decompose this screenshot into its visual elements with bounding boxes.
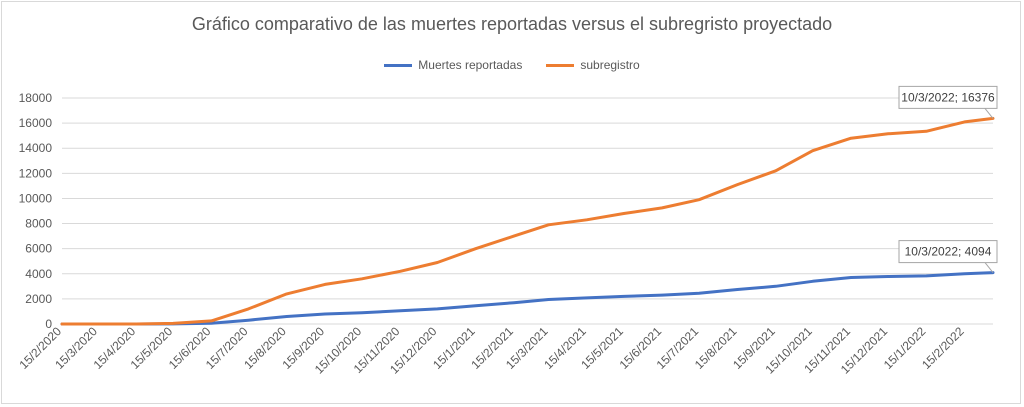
y-tick-label-8: 16000 xyxy=(19,116,53,130)
series-0-point-15 xyxy=(622,295,626,298)
series-0-point-5 xyxy=(247,319,250,322)
series-1-point-12 xyxy=(512,234,516,238)
y-tick-label-9: 18000 xyxy=(19,91,53,105)
series-0-point-4 xyxy=(210,322,213,325)
series-1-point-2 xyxy=(134,322,138,326)
annotation-label-1: 10/3/2022; 4094 xyxy=(905,245,992,259)
series-1-point-22 xyxy=(886,132,890,135)
series-0-point-9 xyxy=(399,309,402,313)
series-0-point-11 xyxy=(474,304,477,307)
series-1-point-17 xyxy=(697,198,701,201)
y-tick-label-3: 6000 xyxy=(25,242,52,256)
series-0-point-23 xyxy=(925,274,928,278)
series-0-point-17 xyxy=(697,292,701,295)
series-1-point-1 xyxy=(96,322,100,326)
y-tick-label-4: 8000 xyxy=(25,217,52,231)
series-0-point-6 xyxy=(285,315,288,318)
annotation-leader-1 xyxy=(984,262,994,273)
series-1-point-4 xyxy=(210,319,213,323)
series-line-1 xyxy=(60,116,995,326)
series-1-point-15 xyxy=(622,212,626,215)
series-1-point-10 xyxy=(436,261,439,264)
series-0-point-24 xyxy=(963,272,966,275)
y-tick-label-0: 0 xyxy=(45,317,52,331)
legend-label-subregistro: subregistro xyxy=(580,58,640,72)
y-tick-label-2: 4000 xyxy=(25,267,52,281)
series-1-point-9 xyxy=(399,270,402,273)
series-1-point-6 xyxy=(285,292,288,296)
series-1-point-19 xyxy=(774,169,777,173)
y-tick-label-1: 2000 xyxy=(25,292,52,306)
legend-swatch-subregistro xyxy=(546,63,575,67)
series-0-point-20 xyxy=(811,280,814,283)
series-1-point-7 xyxy=(323,283,327,286)
x-tick-label-24: 15/2/2022 xyxy=(919,324,967,372)
legend-item-reported: Muertes reportadas xyxy=(384,58,522,72)
series-1-point-24 xyxy=(963,120,966,124)
annotation-label-0: 10/3/2022; 16376 xyxy=(901,90,995,104)
annotation-box-1 xyxy=(898,240,998,264)
series-0-point-13 xyxy=(547,298,550,301)
legend-label-reported: Muertes reportadas xyxy=(418,58,523,72)
series-0-point-7 xyxy=(323,312,327,316)
series-0-point-21 xyxy=(849,276,853,279)
legend-item-subregistro: subregistro xyxy=(546,58,640,72)
y-tick-label-7: 14000 xyxy=(19,141,53,155)
series-0-point-22 xyxy=(886,275,890,278)
series-0-point-14 xyxy=(585,296,588,300)
y-tick-label-6: 12000 xyxy=(19,166,53,180)
series-0-point-18 xyxy=(736,288,739,291)
annotation-box-0 xyxy=(898,85,998,109)
series-1-point-5 xyxy=(247,307,250,311)
series-0-point-8 xyxy=(360,311,364,314)
series-0-point-12 xyxy=(512,301,516,304)
annotation-leader-0 xyxy=(984,108,994,119)
series-1-point-3 xyxy=(171,322,175,325)
series-1-point-11 xyxy=(474,247,477,250)
legend-swatch-reported xyxy=(384,63,413,67)
chart-title: Gráfico comparativo de las muertes repor… xyxy=(191,14,833,34)
series-1-point-13 xyxy=(547,223,550,227)
series-1-point-18 xyxy=(736,183,739,186)
series-1-point-21 xyxy=(849,136,853,140)
chart-legend: Muertes reportadas subregistro xyxy=(0,58,1024,72)
series-1-point-23 xyxy=(925,130,928,133)
series-0-point-16 xyxy=(660,293,664,297)
series-1-point-16 xyxy=(660,206,664,210)
y-tick-label-5: 10000 xyxy=(19,191,53,205)
series-1-point-14 xyxy=(585,218,588,221)
series-0-point-19 xyxy=(774,285,777,288)
series-1-point-0 xyxy=(60,322,64,326)
series-1-point-20 xyxy=(811,149,814,152)
series-1-point-8 xyxy=(360,277,364,280)
series-0-point-10 xyxy=(436,307,439,311)
series-line-0 xyxy=(60,271,995,326)
